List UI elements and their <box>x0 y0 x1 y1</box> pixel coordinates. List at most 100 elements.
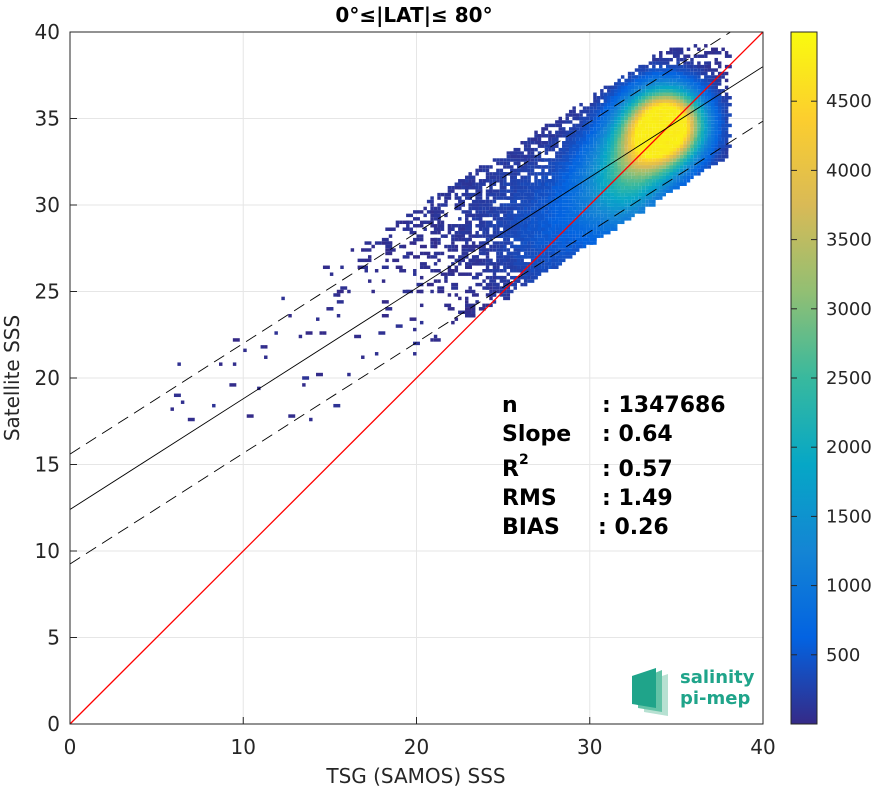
density-cell <box>568 241 573 245</box>
density-cell <box>527 137 531 141</box>
density-cell <box>423 220 427 225</box>
density-cell <box>492 230 497 235</box>
density-cell <box>593 189 597 193</box>
density-cell <box>600 130 604 135</box>
density-cell <box>586 127 590 131</box>
density-cell <box>638 175 642 180</box>
density-cell <box>530 210 538 214</box>
density-cell <box>686 54 691 58</box>
density-cell <box>541 206 545 211</box>
density-cell <box>620 127 625 131</box>
density-cell <box>610 227 618 231</box>
density-cell <box>614 196 618 200</box>
density-cell <box>707 85 712 90</box>
density-cell <box>392 258 400 263</box>
density-cell <box>506 237 511 242</box>
density-cell <box>485 282 493 287</box>
density-cell <box>530 262 538 266</box>
density-cell <box>669 154 677 159</box>
density-cell <box>603 230 611 235</box>
density-cell <box>468 206 472 211</box>
density-cell <box>697 134 705 138</box>
density-cell <box>433 279 438 283</box>
density-cell <box>596 189 601 193</box>
density-cell <box>676 51 684 55</box>
density-cell <box>482 203 490 207</box>
density-cell <box>492 217 497 221</box>
density-cell <box>665 96 670 100</box>
density-cell <box>568 206 573 211</box>
density-cell <box>579 144 583 148</box>
density-cell <box>600 134 608 138</box>
density-cell <box>693 123 698 128</box>
density-cell <box>451 241 455 245</box>
density-cell <box>620 175 628 180</box>
density-cell <box>575 192 580 197</box>
density-cell <box>676 140 680 145</box>
density-cell <box>662 137 670 141</box>
density-cell <box>614 199 621 204</box>
density-cell <box>624 203 628 207</box>
density-cell <box>475 262 483 266</box>
density-cell <box>537 248 545 252</box>
density-cell <box>645 109 649 114</box>
density-cell <box>676 92 680 97</box>
density-cell <box>669 57 673 62</box>
density-cell <box>652 165 656 169</box>
density-cell <box>527 140 531 145</box>
density-cell <box>451 185 455 190</box>
density-cell <box>534 275 538 280</box>
density-cell <box>454 192 459 197</box>
density-cell <box>537 265 542 270</box>
density-cell <box>527 175 531 180</box>
density-cell <box>565 255 573 259</box>
density-cell <box>641 102 649 107</box>
density-cell <box>520 182 524 186</box>
density-cell <box>489 248 493 252</box>
density-cell <box>617 144 621 148</box>
density-cell <box>711 154 715 159</box>
density-cell <box>447 293 452 297</box>
density-cell <box>513 203 517 207</box>
density-cell <box>714 96 722 100</box>
density-cell <box>419 265 424 270</box>
density-cell <box>395 324 403 328</box>
density-cell <box>513 168 517 173</box>
density-cell <box>638 106 642 110</box>
density-cell <box>489 175 497 180</box>
density-cell <box>537 189 542 193</box>
density-cell <box>419 224 424 228</box>
density-cell <box>610 102 614 107</box>
density-cell <box>672 158 677 162</box>
density-cell <box>707 154 712 159</box>
density-cell <box>551 248 556 252</box>
density-cell <box>527 248 531 252</box>
density-cell <box>593 165 597 169</box>
density-cell <box>475 258 483 263</box>
density-cell <box>510 189 514 193</box>
density-cell <box>458 199 466 204</box>
density-cell <box>659 151 663 155</box>
density-cell <box>669 182 677 186</box>
density-cell <box>510 196 517 200</box>
density-cell <box>596 168 601 173</box>
density-cell <box>489 234 497 238</box>
density-cell <box>499 217 504 221</box>
density-cell <box>662 144 670 148</box>
density-cell <box>516 172 521 176</box>
density-cell <box>485 196 490 200</box>
density-cell <box>562 168 566 173</box>
density-cell <box>506 154 511 159</box>
density-cell <box>579 237 583 242</box>
density-cell <box>551 255 556 259</box>
density-cell <box>409 220 414 225</box>
density-cell <box>603 140 608 145</box>
density-cell <box>600 185 608 190</box>
density-cell <box>471 179 476 183</box>
density-cell <box>641 64 646 69</box>
density-cell <box>555 234 559 238</box>
density-cell <box>579 175 587 180</box>
density-cell <box>610 185 614 190</box>
density-cell <box>419 262 427 266</box>
